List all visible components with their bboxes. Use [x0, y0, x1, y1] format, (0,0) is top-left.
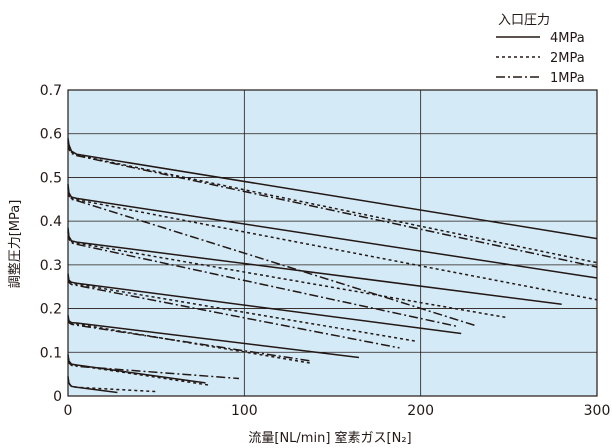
y-axis-label: 調整圧力[MPa]	[8, 200, 23, 289]
y-tick-label: 0.5	[40, 170, 62, 186]
y-tick-label: 0.7	[40, 83, 62, 99]
y-tick-label: 0.6	[40, 127, 62, 143]
x-tick-label: 200	[407, 403, 434, 419]
y-tick-label: 0.2	[40, 302, 62, 318]
legend-label-1mpa: 1MPa	[550, 71, 585, 86]
y-tick-label: 0.1	[40, 345, 62, 361]
legend-title: 入口圧力	[498, 13, 550, 28]
y-axis-ticks: 0 0.1 0.2 0.3 0.4 0.5 0.6 0.7	[40, 83, 62, 405]
x-tick-label: 0	[64, 403, 73, 419]
plot-area	[68, 90, 597, 396]
x-axis-ticks: 0 100 200 300	[64, 403, 611, 419]
y-tick-label: 0	[53, 389, 62, 405]
legend: 入口圧力 4MPa 2MPa 1MPa	[496, 13, 585, 86]
legend-label-2mpa: 2MPa	[550, 51, 585, 66]
legend-label-4mpa: 4MPa	[550, 31, 585, 46]
x-axis-label: 流量[NL/min] 窒素ガス[N₂]	[248, 430, 411, 446]
x-tick-label: 300	[584, 403, 611, 419]
y-tick-label: 0.3	[40, 258, 62, 274]
y-tick-label: 0.4	[40, 214, 62, 230]
x-tick-label: 100	[231, 403, 258, 419]
